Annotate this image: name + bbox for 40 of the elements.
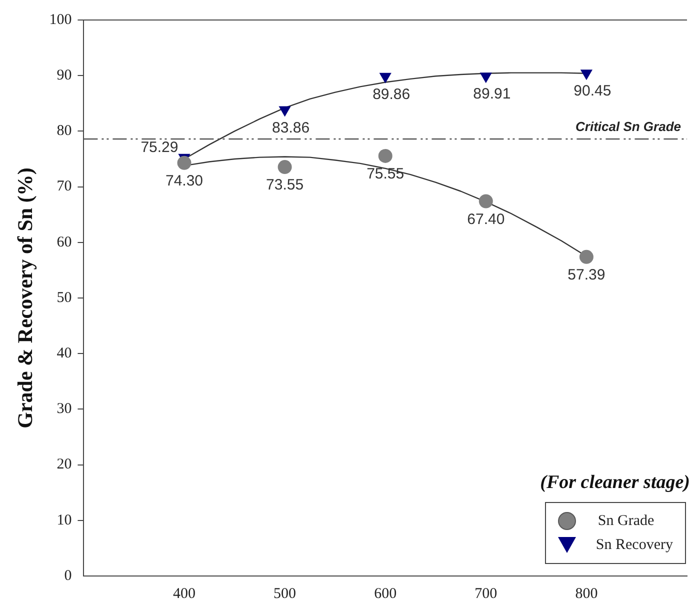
data-label: 74.30 (165, 172, 204, 190)
point (177, 156, 192, 170)
data-label: 89.91 (473, 86, 511, 103)
data-label: 73.55 (266, 176, 304, 194)
data-label: 90.45 (574, 82, 612, 100)
x-tick-label: 800 (575, 586, 598, 602)
y-tick-label: 50 (56, 290, 72, 306)
data-label: 83.86 (272, 119, 310, 136)
data-label: 89.86 (372, 86, 410, 104)
ref-line-label: Critical Sn Grade (576, 119, 681, 134)
data-label: 57.39 (568, 266, 606, 284)
x-tick-label: 400 (173, 586, 196, 602)
y-tick-label: 60 (56, 234, 72, 250)
data-label: 67.40 (467, 210, 505, 228)
x-tick-label: 600 (374, 586, 397, 602)
y-tick-label: 40 (56, 346, 72, 362)
y-tick-label: 20 (56, 456, 72, 473)
point (580, 70, 593, 80)
y-tick-label: 80 (56, 123, 72, 140)
data-label: 75.29 (140, 139, 178, 156)
legend-label: Sn Recovery (596, 536, 673, 554)
point (278, 160, 292, 174)
point (278, 106, 291, 117)
legend-label: Sn Grade (598, 512, 654, 530)
y-tick-label: 0 (64, 568, 72, 584)
x-tick-label: 700 (474, 586, 498, 602)
data-label: 75.55 (366, 166, 404, 183)
point (378, 148, 392, 163)
point (480, 72, 492, 84)
point (478, 194, 493, 208)
y-tick-label: 90 (56, 68, 72, 84)
y-tick-label: 70 (56, 178, 72, 195)
point (379, 72, 392, 84)
legend-title: (For cleaner stage) (540, 472, 690, 494)
y-tick-label: 10 (56, 512, 72, 528)
x-tick-label: 500 (274, 586, 296, 602)
point (579, 250, 594, 264)
y-axis-title: Grade & Recovery of Sn (%) (13, 168, 38, 428)
y-tick-label: 30 (56, 401, 72, 418)
y-tick-label: 100 (49, 12, 72, 28)
